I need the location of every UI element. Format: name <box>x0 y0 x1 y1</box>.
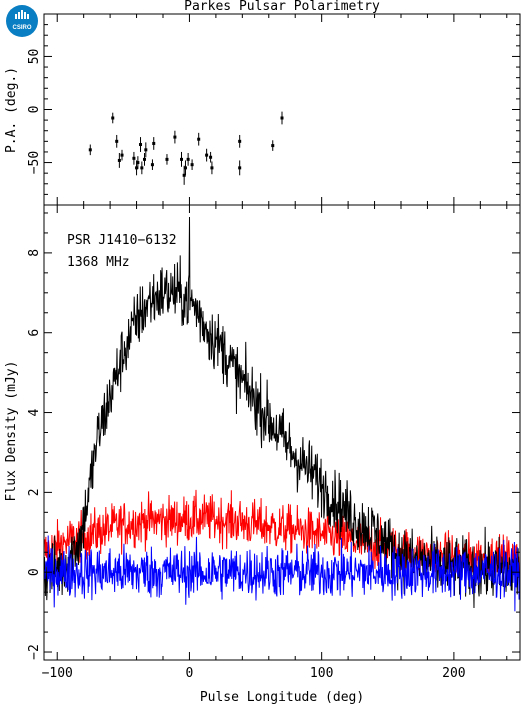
flux-x-tick-label: 200 <box>442 666 465 681</box>
pa-point <box>165 154 169 165</box>
pa-point <box>209 151 213 163</box>
pa-marker <box>140 166 144 170</box>
flux-y-tick-label: 0 <box>27 568 42 576</box>
flux-y-tick-label: −2 <box>27 644 42 660</box>
flux-x-tick-label: 0 <box>186 666 194 681</box>
csiro-logo-text: CSIRO <box>12 25 31 31</box>
flux-y-axis-label: Flux Density (mJy) <box>4 361 19 502</box>
pa-marker <box>197 137 201 141</box>
pa-point <box>142 153 146 166</box>
pa-point <box>139 137 143 152</box>
pa-point <box>111 112 115 124</box>
pa-point <box>210 161 214 175</box>
pa-marker <box>183 166 187 170</box>
flux-y-tick-label: 4 <box>27 408 42 416</box>
pa-y-tick-label: 0 <box>27 106 42 114</box>
pa-point <box>186 153 190 166</box>
flux-x-tick-label: −100 <box>42 666 73 681</box>
pa-marker <box>132 156 136 160</box>
pa-marker <box>135 166 139 170</box>
x-axis-label: Pulse Longitude (deg) <box>200 690 364 705</box>
pa-marker <box>209 155 213 159</box>
pa-marker <box>205 153 209 157</box>
pa-y-tick-label: 50 <box>27 49 42 65</box>
pa-point <box>180 151 184 167</box>
flux-axis-ticks: −2 0 2 4 6 8 −100 0 100 200 <box>27 205 520 681</box>
pa-point <box>120 149 124 161</box>
pa-y-axis-label: P.A. (deg.) <box>4 67 19 153</box>
pa-point <box>132 151 136 165</box>
pa-marker <box>144 148 148 152</box>
pa-marker <box>117 158 121 162</box>
pa-point <box>183 160 187 176</box>
pa-marker <box>210 166 214 170</box>
pa-marker <box>190 163 194 167</box>
pa-point <box>173 130 177 144</box>
frequency-annotation: 1368 MHz <box>67 255 130 270</box>
total-intensity-line <box>44 216 520 608</box>
pa-marker <box>111 116 115 120</box>
pa-point <box>115 134 119 148</box>
pa-marker <box>139 143 143 147</box>
pa-point <box>88 144 92 156</box>
pa-marker <box>115 139 119 143</box>
pa-point <box>238 134 242 148</box>
csiro-logo: CSIRO <box>6 5 38 37</box>
pa-point <box>136 156 140 169</box>
pa-marker <box>238 166 242 170</box>
pa-point <box>190 159 194 170</box>
chart-title: Parkes Pulsar Polarimetry <box>184 0 380 14</box>
pa-marker <box>165 157 169 161</box>
pa-marker <box>182 173 186 177</box>
pa-point <box>271 140 275 151</box>
pa-point <box>117 153 121 168</box>
pa-marker <box>150 163 154 167</box>
pa-point <box>140 161 144 175</box>
flux-y-tick-label: 2 <box>27 488 42 496</box>
flux-x-tick-label: 100 <box>310 666 333 681</box>
pa-marker <box>271 144 275 148</box>
pa-marker <box>88 148 92 152</box>
circular-polarization-line <box>44 535 520 612</box>
pa-point <box>205 148 209 162</box>
pa-marker <box>152 141 156 145</box>
pa-point <box>238 160 242 176</box>
pa-point <box>152 137 156 150</box>
pa-point <box>144 142 148 158</box>
pa-marker <box>120 153 124 157</box>
pa-axis-ticks: −50 0 50 <box>27 14 520 205</box>
flux-panel: −2 0 2 4 6 8 −100 0 100 200 PSR J1410−6132 1368 M… <box>4 204 521 705</box>
pa-y-tick-label: −50 <box>27 151 42 174</box>
csiro-logo-bars-icon <box>15 10 29 19</box>
flux-series <box>44 216 520 612</box>
pa-panel-frame <box>43 13 521 206</box>
pa-marker <box>238 139 242 143</box>
pa-point <box>280 111 284 125</box>
pa-data-points <box>88 111 284 185</box>
linear-polarization-line <box>44 489 520 573</box>
pa-point <box>197 132 201 146</box>
csiro-logo-circle <box>6 5 38 37</box>
pa-marker <box>186 157 190 161</box>
pa-point <box>150 159 154 170</box>
flux-y-tick-label: 8 <box>27 249 42 257</box>
pa-marker <box>142 157 146 161</box>
pa-panel: −50 0 50 P.A. (deg.) <box>4 13 521 206</box>
flux-y-tick-label: 6 <box>27 329 42 337</box>
pa-marker <box>136 161 140 165</box>
pa-marker <box>280 116 284 120</box>
pa-marker <box>173 135 177 139</box>
psr-name-annotation: PSR J1410−6132 <box>67 233 177 248</box>
pa-marker <box>180 157 184 161</box>
